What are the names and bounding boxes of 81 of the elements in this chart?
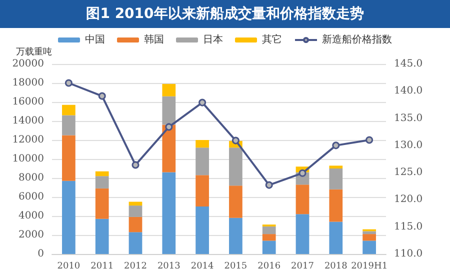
point [165,123,173,131]
bar [128,202,142,206]
x-tick-label: 2014 [190,262,214,272]
point [265,181,273,189]
bar [95,176,109,188]
y2-tick-label: 110.0 [394,248,423,260]
x-tick-label: 2015 [224,262,248,272]
legend-label: 日本 [203,34,223,46]
bar [329,189,343,222]
x-tick-label: 2016 [258,262,281,272]
bar [162,124,176,172]
bar [162,84,176,96]
x-tick-label: 2012 [124,262,147,272]
bar [62,104,76,116]
bar [296,184,310,214]
point [232,136,240,144]
y2-tick-label: 125.0 [394,167,423,178]
y-tick-label: 4000 [18,210,44,222]
bar [196,148,209,176]
bar [95,218,109,254]
bar [229,148,242,186]
y-tick-label: 18000 [12,78,44,88]
bar [329,166,343,168]
point [198,98,206,106]
bar [362,234,376,241]
y-tick-label: 0 [38,248,44,260]
legend-label: 新造船价格指数 [322,34,392,46]
bar [262,234,276,241]
y-tick-label: 6000 [18,192,44,202]
bar [196,140,209,148]
point [298,169,306,177]
legend-label: 中国 [85,34,105,46]
bar [62,180,76,254]
bar [362,240,376,254]
bar [95,188,109,219]
y2-tick-label: 115.0 [394,221,423,232]
bar [62,115,76,136]
bar [95,171,109,176]
bar [162,96,176,125]
bar [262,240,276,254]
x-tick-label: 2011 [90,262,114,272]
bar [229,186,242,218]
y2-tick-label: 140.0 [394,86,423,97]
x-tick-label: 2019H1 [351,262,388,272]
bar [62,135,76,181]
y-tick-label: 20000 [12,58,44,70]
bar [128,216,142,232]
bar [262,226,276,234]
y-tick-label: 8000 [18,172,44,184]
y2-tick-label: 130.0 [394,140,423,151]
bar [362,231,376,234]
legend-label: 其它 [262,34,282,46]
y-tick-label: 10000 [12,154,44,164]
y-tick-label: 2000 [18,230,44,240]
bar [329,168,343,190]
legend-label: 韩国 [144,34,164,46]
x-tick-label: 2018 [324,262,348,272]
bar [196,206,209,254]
x-tick-label: 2017 [291,262,314,272]
x-tick-label: 2013 [157,262,181,272]
point [132,161,140,169]
bar [296,214,310,254]
bar [128,232,142,254]
bar [229,218,242,254]
y2-tick-label: 145.0 [394,58,423,70]
point [366,136,374,144]
bar [162,172,176,254]
y-tick-label: 12000 [12,134,44,146]
y-axis-title: 万载重吨 [16,46,52,56]
chart-title: 图1 2010年以来新船成交量和价格指数走势 [0,0,450,28]
bar [196,175,209,206]
y2-tick-label: 135.0 [394,112,423,124]
y-tick-label: 16000 [12,96,44,108]
point [332,142,340,150]
bar [329,222,343,254]
point [64,79,72,87]
point [98,92,106,100]
y2-tick-label: 120.0 [394,194,423,206]
x-tick-label: 2010 [57,262,80,272]
bar [128,206,142,217]
y-tick-label: 14000 [12,116,44,126]
